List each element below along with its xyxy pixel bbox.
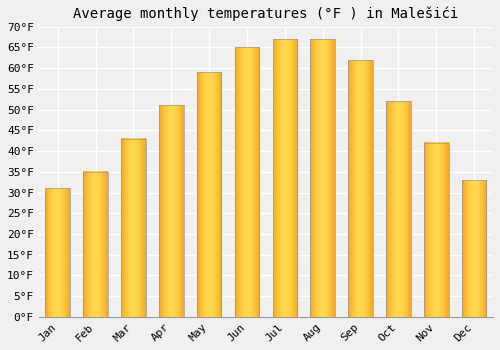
Bar xyxy=(197,72,222,317)
Bar xyxy=(84,172,108,317)
Bar xyxy=(234,48,260,317)
Bar xyxy=(272,39,297,317)
Bar xyxy=(348,60,373,317)
Bar xyxy=(386,102,410,317)
Bar xyxy=(121,139,146,317)
Bar xyxy=(462,180,486,317)
Bar xyxy=(424,143,448,317)
Bar xyxy=(310,39,335,317)
Bar xyxy=(159,105,184,317)
Bar xyxy=(46,188,70,317)
Title: Average monthly temperatures (°F ) in Malešići: Average monthly temperatures (°F ) in Ma… xyxy=(74,7,458,21)
